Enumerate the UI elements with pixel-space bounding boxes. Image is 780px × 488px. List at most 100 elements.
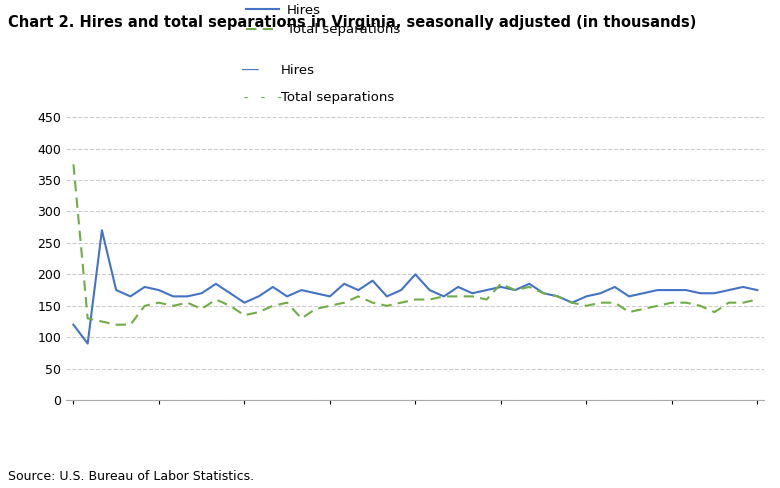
Hires xyxy=(382,293,392,299)
Hires xyxy=(753,287,762,293)
Total separations xyxy=(468,293,477,299)
Hires xyxy=(482,287,491,293)
Total separations xyxy=(739,300,748,305)
Hires xyxy=(282,293,292,299)
Hires xyxy=(724,287,733,293)
Total separations xyxy=(339,300,349,305)
Total separations xyxy=(667,300,676,305)
Total separations xyxy=(710,309,719,315)
Hires xyxy=(624,293,633,299)
Total separations xyxy=(83,315,92,321)
Total separations xyxy=(211,297,221,303)
Hires xyxy=(197,290,207,296)
Text: Chart 2. Hires and total separations in Virginia, seasonally adjusted (in thousa: Chart 2. Hires and total separations in … xyxy=(8,15,697,30)
Total separations xyxy=(112,322,121,327)
Hires xyxy=(83,341,92,346)
Total separations xyxy=(311,306,321,312)
Hires xyxy=(582,293,591,299)
Hires xyxy=(596,290,605,296)
Total separations xyxy=(368,300,378,305)
Total separations xyxy=(525,284,534,290)
Total separations xyxy=(410,297,420,303)
Hires xyxy=(239,300,249,305)
Total separations xyxy=(510,287,519,293)
Hires xyxy=(639,290,648,296)
Line: Hires: Hires xyxy=(73,230,757,344)
Total separations xyxy=(353,293,363,299)
Text: Source: U.S. Bureau of Labor Statistics.: Source: U.S. Bureau of Labor Statistics. xyxy=(8,470,254,483)
Hires xyxy=(296,287,306,293)
Text: - - -: - - - xyxy=(242,91,284,104)
Total separations xyxy=(453,293,463,299)
Total separations xyxy=(724,300,733,305)
Hires xyxy=(610,284,619,290)
Text: Hires: Hires xyxy=(281,64,315,77)
Total separations xyxy=(168,303,178,309)
Total separations xyxy=(582,303,591,309)
Total separations xyxy=(154,300,164,305)
Hires xyxy=(696,290,705,296)
Hires xyxy=(311,290,321,296)
Total separations xyxy=(197,306,207,312)
Hires xyxy=(567,300,576,305)
Hires xyxy=(710,290,719,296)
Hires xyxy=(453,284,463,290)
Text: Total separations: Total separations xyxy=(281,91,394,104)
Hires xyxy=(254,293,264,299)
Total separations xyxy=(496,281,505,287)
Total separations xyxy=(425,297,434,303)
Total separations xyxy=(239,312,249,318)
Hires xyxy=(410,271,420,277)
Hires xyxy=(126,293,135,299)
Total separations xyxy=(653,303,662,309)
Total separations xyxy=(439,293,448,299)
Total separations xyxy=(268,303,278,309)
Hires xyxy=(539,290,548,296)
Total separations xyxy=(396,300,406,305)
Hires xyxy=(98,227,107,233)
Hires xyxy=(339,281,349,287)
Hires xyxy=(325,293,335,299)
Hires xyxy=(268,284,278,290)
Total separations xyxy=(69,162,78,167)
Hires xyxy=(368,278,378,284)
Hires xyxy=(396,287,406,293)
Legend: Hires, Total separations: Hires, Total separations xyxy=(241,0,406,41)
Total separations xyxy=(539,290,548,296)
Total separations xyxy=(254,309,264,315)
Hires xyxy=(667,287,676,293)
Hires xyxy=(510,287,519,293)
Total separations xyxy=(282,300,292,305)
Total separations xyxy=(567,300,576,305)
Hires xyxy=(183,293,192,299)
Total separations xyxy=(382,303,392,309)
Total separations xyxy=(183,300,192,305)
Total separations xyxy=(596,300,605,305)
Total separations xyxy=(126,322,135,327)
Hires xyxy=(154,287,164,293)
Total separations xyxy=(610,300,619,305)
Total separations xyxy=(696,303,705,309)
Total separations xyxy=(98,319,107,325)
Hires xyxy=(553,293,562,299)
Hires xyxy=(468,290,477,296)
Hires xyxy=(525,281,534,287)
Line: Total separations: Total separations xyxy=(73,164,757,325)
Total separations xyxy=(639,306,648,312)
Total separations xyxy=(296,315,306,321)
Hires xyxy=(69,322,78,327)
Hires xyxy=(225,290,235,296)
Hires xyxy=(682,287,691,293)
Total separations xyxy=(140,303,149,309)
Total separations xyxy=(682,300,691,305)
Hires xyxy=(439,293,448,299)
Hires xyxy=(739,284,748,290)
Hires xyxy=(112,287,121,293)
Hires xyxy=(496,284,505,290)
Hires xyxy=(353,287,363,293)
Hires xyxy=(140,284,149,290)
Text: ——: —— xyxy=(242,64,258,78)
Hires xyxy=(211,281,221,287)
Total separations xyxy=(225,303,235,309)
Hires xyxy=(425,287,434,293)
